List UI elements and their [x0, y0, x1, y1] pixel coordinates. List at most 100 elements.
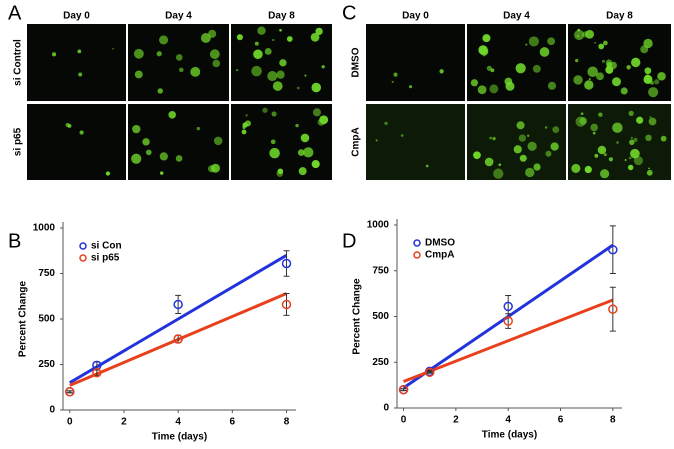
cell-blob [545, 150, 552, 157]
cell-blob [105, 171, 111, 176]
data-point [503, 301, 513, 312]
cell-blob [596, 72, 604, 81]
cell-blob [179, 67, 184, 73]
error-bar [505, 313, 512, 329]
y-axis-label: Percent Change [18, 280, 29, 357]
cell-blob [525, 43, 528, 46]
cell-blob [575, 58, 579, 63]
cell-blob [208, 29, 217, 38]
cell-blob [594, 153, 599, 158]
data-point [424, 367, 435, 378]
cell-blob [393, 72, 398, 77]
cell-blob [295, 123, 299, 128]
cell-blob [597, 145, 607, 155]
micrograph [27, 24, 126, 101]
cell-blob [479, 47, 489, 56]
y-tick-label: 250 [372, 357, 389, 368]
panel-label: D [342, 230, 356, 252]
x-tick-label: 4 [175, 417, 181, 428]
error-bar [400, 388, 407, 392]
error-bar [66, 390, 73, 394]
cell-blob [241, 129, 247, 135]
cell-blob [505, 81, 515, 91]
x-axis-label: Time (days) [152, 432, 207, 443]
y-tick-label: 250 [38, 359, 55, 370]
cell-blob [645, 134, 652, 142]
cell-blob [624, 158, 627, 161]
cell-blob [584, 80, 594, 90]
cell-blob [493, 168, 504, 179]
cell-blob [168, 111, 176, 119]
cell-blob [628, 110, 634, 116]
x-axis-label: Time (days) [482, 430, 537, 441]
cell-blob [210, 163, 220, 173]
cell-blob [636, 116, 644, 124]
panel-label: A [8, 2, 22, 24]
cell-blob [574, 29, 585, 41]
cell-blob [254, 41, 259, 46]
cell-blob [600, 169, 610, 179]
cell-blob [272, 81, 283, 91]
cell-blob [629, 139, 635, 146]
column-label: Day 4 [165, 11, 192, 22]
fit-line [402, 298, 614, 383]
cell-blob [532, 64, 541, 73]
data-point [281, 299, 292, 310]
cell-blob [550, 142, 559, 151]
cell-blob [439, 69, 444, 74]
error-bar [283, 293, 290, 316]
cell-blob [576, 35, 580, 38]
y-tick-label: 750 [372, 265, 389, 276]
y-tick-label: 0 [383, 403, 389, 414]
legend-label: DMSO [425, 238, 455, 249]
fit-line [69, 254, 288, 384]
legend-label: CmpA [425, 250, 454, 261]
cell-blob [269, 147, 280, 159]
micrograph [467, 104, 566, 180]
cell-blob [134, 70, 143, 79]
micrograph [27, 104, 126, 180]
cell-blob [579, 117, 588, 125]
cell-blob [519, 154, 527, 162]
micrograph [366, 104, 465, 180]
cell-blob [145, 149, 152, 156]
cell-blob [157, 88, 163, 94]
y-tick-label: 500 [372, 311, 389, 322]
cell-blob [648, 167, 650, 170]
cell-blob [175, 54, 183, 61]
cell-blob [253, 49, 263, 60]
cell-blob [490, 68, 495, 73]
cell-blob [516, 121, 525, 130]
legend-marker [413, 239, 421, 247]
cell-blob [486, 65, 492, 71]
cell-blob [391, 80, 394, 84]
cell-blob [477, 85, 487, 95]
cell-blob [257, 26, 266, 35]
cell-blob [590, 123, 598, 132]
cell-blob [52, 52, 57, 57]
cell-blob [620, 87, 628, 95]
cell-blob [582, 31, 589, 38]
cell-blob [539, 47, 550, 57]
cell-blob [300, 133, 310, 143]
cell-blob [643, 74, 653, 84]
cell-blob [470, 79, 479, 87]
error-bar [283, 250, 290, 277]
cell-blob [573, 75, 583, 85]
legend-label: si Con [91, 241, 122, 252]
data-point [173, 334, 183, 344]
cell-blob [78, 72, 83, 77]
cell-blob [156, 51, 162, 57]
data-point [503, 316, 513, 326]
cell-blob [489, 136, 493, 140]
column-label: Day 8 [606, 11, 633, 22]
cell-blob [518, 134, 527, 142]
cell-blob [646, 169, 653, 176]
cell-blob [612, 122, 623, 133]
cell-blob [515, 63, 526, 74]
cell-blob [159, 35, 169, 45]
cell-blob [276, 70, 285, 79]
cell-blob [644, 67, 652, 75]
cell-blob [175, 155, 183, 162]
cell-blob [602, 40, 608, 46]
